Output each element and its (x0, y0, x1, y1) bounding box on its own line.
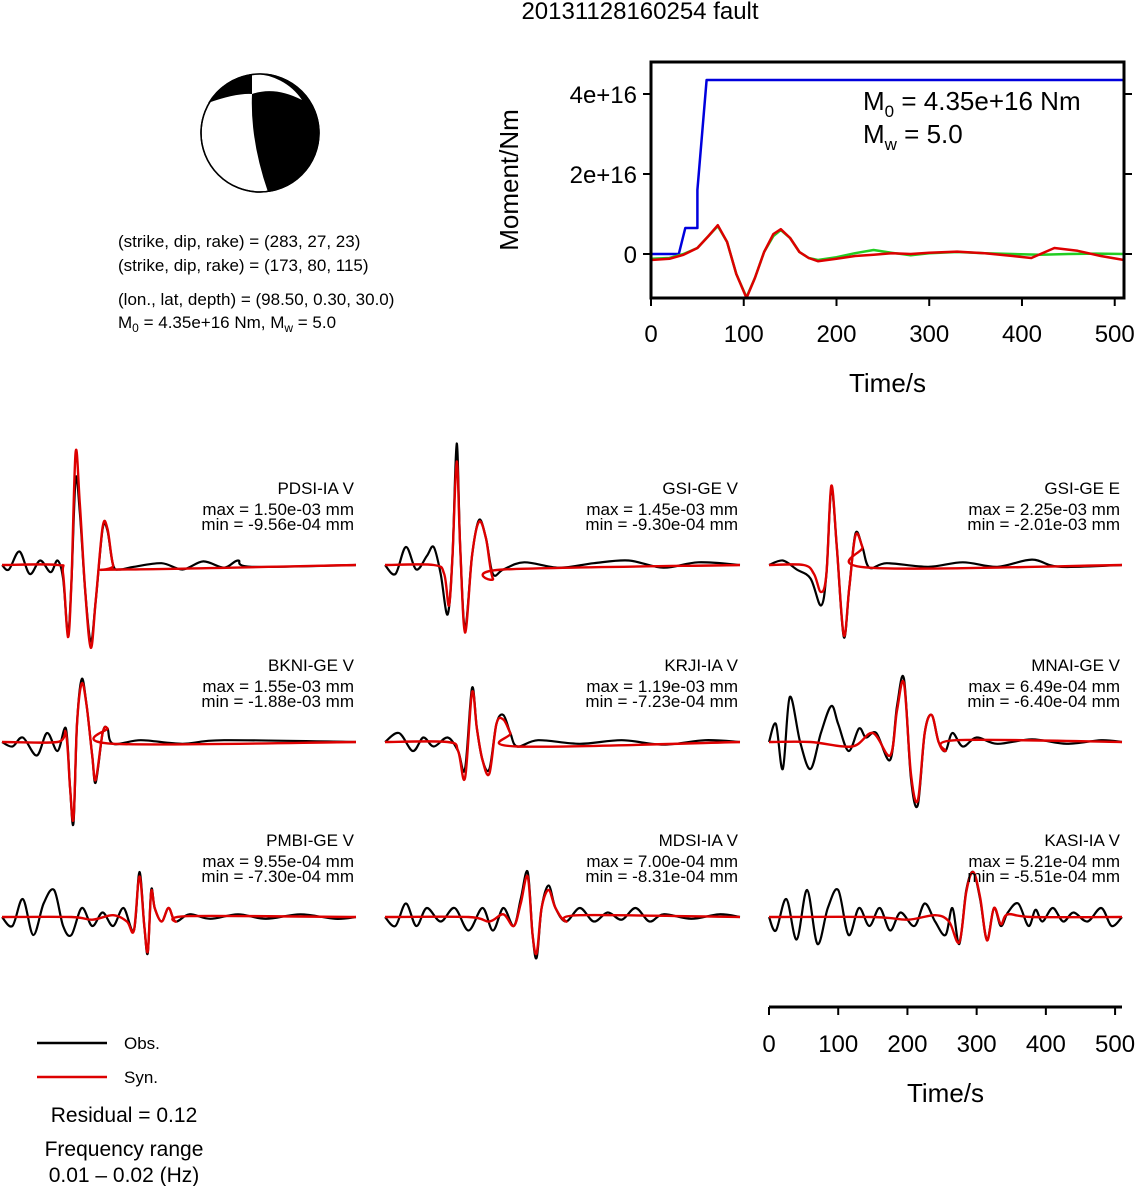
moment-plot-frame (649, 60, 1126, 300)
figure-title: 20131128160254 fault (521, 0, 758, 25)
station-min: min = -7.23e-04 mm (585, 692, 738, 711)
station-max: max = 1.55e-03 mm (202, 677, 354, 696)
observed-trace (384, 442, 741, 630)
moment-ytick-label: 2e+16 (570, 162, 637, 189)
frequency-range-value: 0.01 – 0.02 (Hz) (49, 1164, 200, 1186)
synthetic-trace (1, 448, 357, 650)
station-min: min = -8.31e-04 mm (585, 867, 738, 886)
time-axis-tick-label: 0 (762, 1031, 775, 1058)
beachball-compressional (208, 73, 320, 192)
moment-xtick-label: 500 (1095, 321, 1135, 348)
observed-trace (1, 475, 357, 643)
station-min: min = -9.30e-04 mm (585, 515, 738, 534)
legend-syn-label: Syn. (124, 1068, 158, 1087)
nodal-plane-1: (strike, dip, rake) = (283, 27, 23) (118, 232, 360, 251)
synthetic-trace (1, 875, 357, 954)
time-axis-tick-label: 400 (1026, 1031, 1066, 1058)
station-label: PMBI-GE V (266, 831, 355, 850)
synthetic-trace (768, 484, 1123, 637)
moment-xtick-label: 0 (644, 321, 657, 348)
moment-annotation-m0: M0 = 4.35e+16 Nm (863, 86, 1081, 121)
station-max: max = 6.49e-04 mm (968, 677, 1120, 696)
station-label: BKNI-GE V (268, 656, 355, 675)
station-label: KASI-IA V (1044, 831, 1120, 850)
station-max: max = 1.19e-03 mm (586, 677, 738, 696)
station-min: min = -7.30e-04 mm (201, 867, 354, 886)
beachball-dilatational (252, 73, 302, 100)
moment-series-0 (651, 78, 1124, 256)
residual-value: Residual = 0.12 (51, 1104, 198, 1127)
station-min: min = -2.01e-03 mm (967, 515, 1120, 534)
station-label: PDSI-IA V (277, 479, 354, 498)
station-min: min = -9.56e-04 mm (201, 515, 354, 534)
time-axis-label: Time/s (907, 1078, 984, 1108)
moment-series-2 (650, 223, 1125, 300)
beachball-icon (200, 73, 320, 193)
waveform-time-axis: 0 100 200 300 400 500 Time/s (762, 1005, 1135, 1108)
moment-annotation-mw: Mw = 5.0 (863, 119, 963, 154)
station-label: GSI-GE V (662, 479, 738, 498)
synthetic-trace (1, 681, 357, 822)
synthetic-trace (768, 870, 1123, 945)
station-max: max = 1.45e-03 mm (586, 500, 738, 519)
moment-ylabel: Moment/Nm (494, 109, 524, 251)
station-label: GSI-GE E (1044, 479, 1120, 498)
station-max: max = 2.25e-03 mm (968, 500, 1120, 519)
legend-obs-label: Obs. (124, 1034, 160, 1053)
moment-xlabel: Time/s (849, 368, 926, 398)
moment-xtick-label: 200 (816, 321, 856, 348)
moment-xtick-label: 300 (909, 321, 949, 348)
station-label: MNAI-GE V (1031, 656, 1120, 675)
observed-trace (767, 870, 1123, 946)
station-label: KRJI-IA V (664, 656, 738, 675)
station-min: min = -5.51e-04 mm (967, 867, 1120, 886)
synthetic-trace (768, 679, 1123, 804)
frequency-range-title: Frequency range (45, 1138, 204, 1161)
station-max: max = 5.21e-04 mm (968, 852, 1120, 871)
station-min: min = -6.40e-04 mm (967, 692, 1120, 711)
time-axis-tick-label: 300 (957, 1031, 997, 1058)
station-max: max = 9.55e-04 mm (202, 852, 354, 871)
time-axis-tick-label: 200 (887, 1031, 927, 1058)
station-label: MDSI-IA V (659, 831, 739, 850)
nodal-plane-2: (strike, dip, rake) = (173, 80, 115) (118, 256, 369, 275)
synthetic-trace (384, 874, 741, 956)
moment-ytick-label: 0 (624, 242, 637, 269)
station-max: max = 1.50e-03 mm (202, 500, 354, 519)
moment-ytick-label: 4e+16 (570, 82, 637, 109)
synthetic-trace (384, 690, 741, 782)
observed-trace (1, 870, 357, 956)
source-location: (lon., lat, depth) = (98.50, 0.30, 30.0) (118, 290, 394, 309)
observed-trace (1, 677, 357, 827)
moment-xtick-label: 400 (1002, 321, 1042, 348)
time-axis-tick-label: 500 (1095, 1031, 1135, 1058)
observed-trace (767, 675, 1123, 808)
moment-xtick-label: 100 (724, 321, 764, 348)
moment-series-1 (650, 224, 1125, 299)
moment-rate-plot: 0 2e+16 4e+16 0 100 200 300 400 500 Time/s Moment/… (494, 60, 1135, 398)
station-min: min = -1.88e-03 mm (201, 692, 354, 711)
synthetic-trace (384, 460, 741, 634)
time-axis-tick-label: 100 (818, 1031, 858, 1058)
legend: Obs. Syn. (37, 1034, 160, 1087)
moment-summary: M0 = 4.35e+16 Nm, Mw = 5.0 (118, 313, 336, 335)
station-max: max = 7.00e-04 mm (586, 852, 738, 871)
